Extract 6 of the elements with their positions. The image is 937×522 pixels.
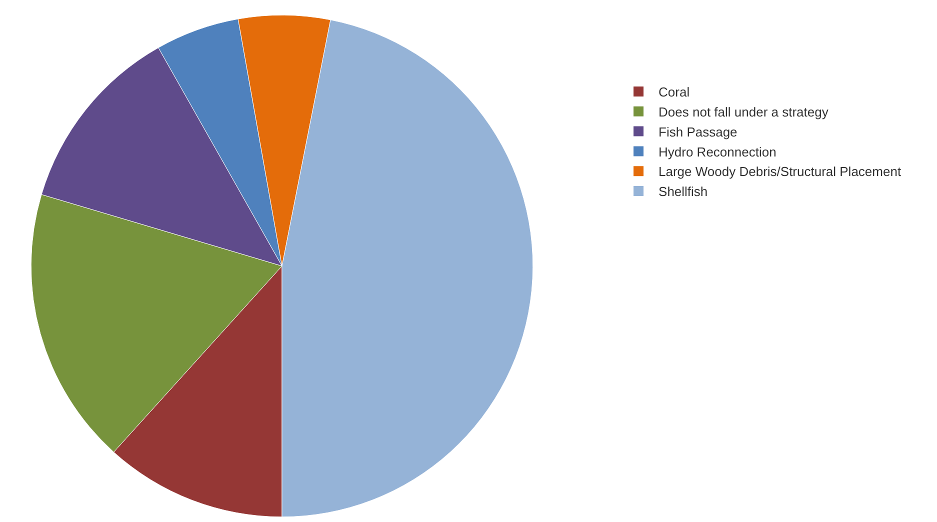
legend-label: Hydro Reconnection	[658, 144, 776, 160]
legend-label: Fish Passage	[658, 124, 738, 140]
legend-label: Large Woody Debris/Structural Placement	[658, 164, 902, 180]
legend-label: Shellfish	[658, 184, 708, 200]
legend-label: Does not fall under a strategy	[658, 104, 829, 120]
legend-label: Coral	[658, 84, 690, 100]
